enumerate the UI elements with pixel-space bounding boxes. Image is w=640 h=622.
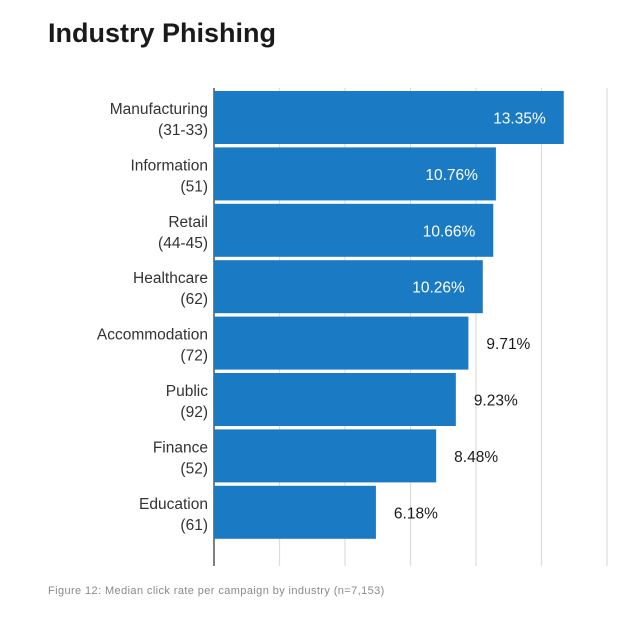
value-label: 6.18% [394, 505, 438, 522]
category-label: Healthcare [133, 270, 208, 287]
category-label: Accommodation [97, 327, 208, 344]
category-labels: Manufacturing (31-33) Information (51) Retai… [97, 101, 208, 534]
value-label: 9.23% [474, 393, 518, 410]
category-label: Public [166, 383, 208, 400]
bar-chart: Manufacturing (31-33) Information (51) Retai… [97, 88, 608, 566]
category-label: Retail [168, 214, 208, 231]
bar-education [214, 485, 376, 539]
bar-manufacturing [214, 91, 564, 144]
bar-information [214, 147, 496, 201]
value-label: 9.71% [486, 336, 530, 353]
category-code: (62) [180, 291, 208, 308]
figure-caption: Figure 12: Median click rate per campaig… [48, 585, 385, 597]
value-label: 10.76% [425, 167, 478, 184]
category-code: (31-33) [158, 122, 208, 139]
bar-accommodation [214, 316, 469, 370]
category-label: Finance [153, 439, 208, 456]
bars [214, 91, 564, 539]
category-code: (92) [180, 404, 208, 421]
category-code: (61) [180, 517, 208, 534]
category-code: (52) [180, 460, 208, 477]
bar-healthcare [214, 260, 483, 314]
category-label: Manufacturing [110, 101, 208, 118]
value-label: 13.35% [493, 111, 546, 128]
category-code: (51) [180, 178, 208, 195]
value-label: 8.48% [454, 449, 498, 466]
category-code: (44-45) [158, 235, 208, 252]
value-label: 10.66% [423, 223, 476, 240]
bar-retail [214, 203, 494, 257]
chart-title: Industry Phishing [48, 18, 277, 48]
category-code: (72) [180, 348, 208, 365]
bar-public [214, 373, 456, 426]
category-label: Information [130, 157, 208, 174]
value-label: 10.26% [412, 280, 465, 297]
category-label: Education [139, 496, 208, 513]
bar-finance [214, 429, 437, 483]
value-labels: 13.35% 10.76% 10.66% 10.26% 9.71% 9.23% 8.48% 6… [394, 111, 546, 523]
